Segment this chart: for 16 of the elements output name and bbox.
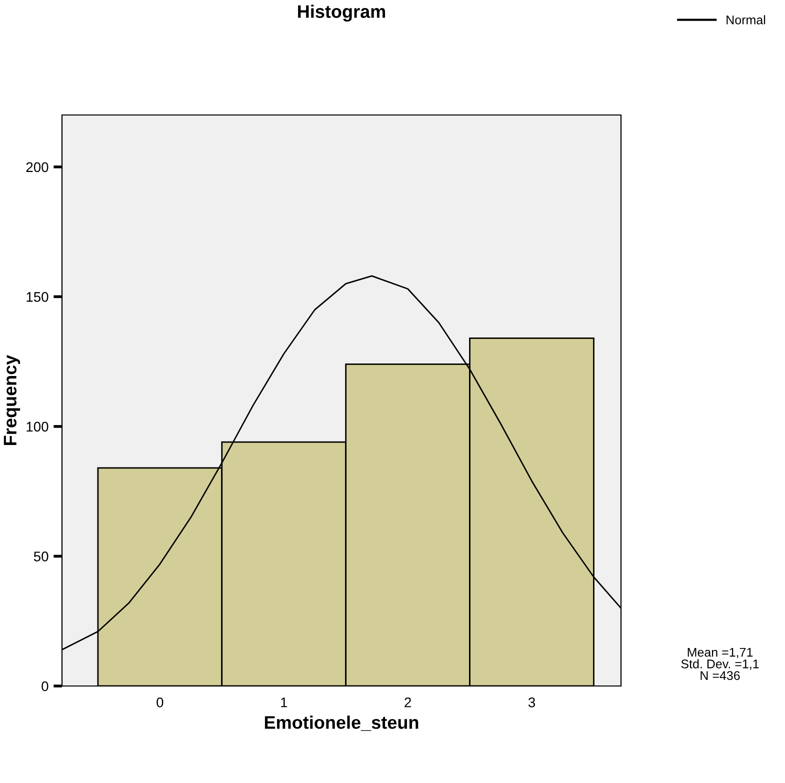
chart-title: Histogram: [298, 4, 386, 22]
text: Mean =1,71: [688, 648, 753, 658]
x-tick-label: 1: [281, 698, 288, 708]
x-tick-label: 3: [528, 697, 536, 708]
x-axis-title: Emotionele_steun: [264, 716, 418, 731]
text: N =436: [700, 671, 740, 680]
x-tick-label: 0: [156, 697, 164, 708]
y-tick-label: 100: [26, 422, 48, 432]
y-axis-title: Frequency: [4, 354, 20, 445]
x-tick-label: 2: [404, 697, 411, 708]
legend-label: Normal: [726, 15, 766, 24]
text: Std. Dev. =1,1: [681, 659, 759, 670]
y-tick-label: 150: [26, 292, 48, 302]
y-tick-label: 0: [42, 681, 48, 692]
y-tick-label: 200: [26, 162, 48, 172]
y-tick-label: 50: [34, 552, 48, 562]
